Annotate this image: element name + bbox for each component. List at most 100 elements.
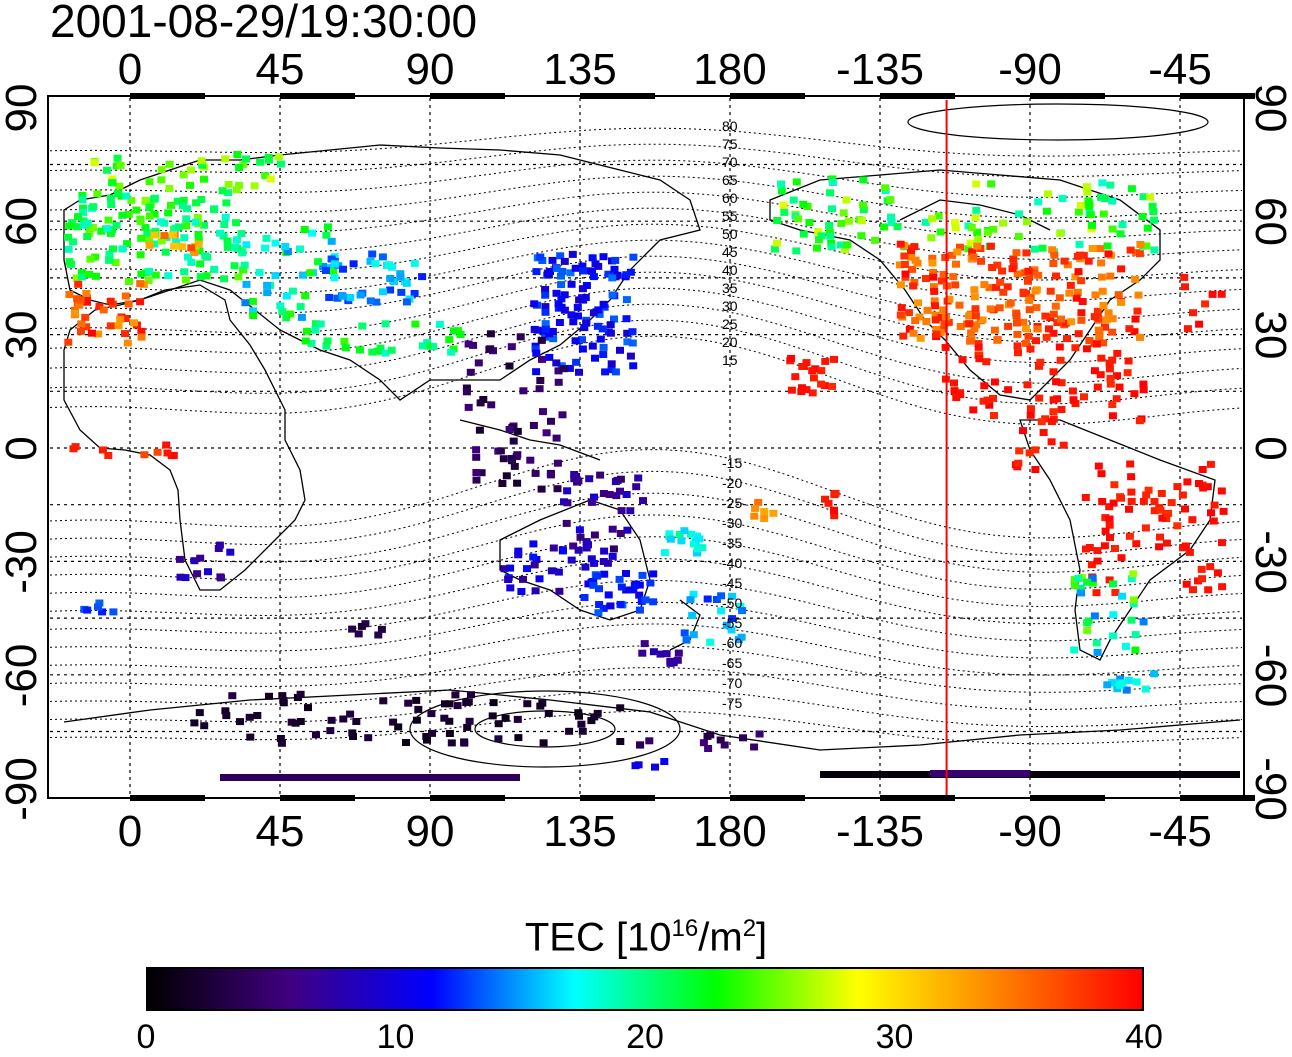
tec-cell [596,335,605,343]
tec-cell [773,239,781,247]
frame-bar [1180,93,1255,99]
tec-cell [594,262,603,270]
tec-cell [560,306,569,314]
tec-cell [418,273,427,281]
tec-cell [799,200,808,208]
contour-label: -15 [722,455,742,471]
tec-cell [500,565,509,573]
tec-cell [150,210,159,218]
tec-cell [558,547,567,555]
tec-cell [1117,494,1125,502]
tec-cell [821,357,830,365]
tec-cell [228,692,237,700]
tec-cell [220,221,229,228]
tec-cell [339,265,347,273]
contour-label: -20 [722,475,742,491]
tec-cell [983,396,992,404]
tec-cell [454,327,463,335]
tec-cell [1111,679,1120,687]
tec-cell [897,304,906,312]
tec-cell [1092,340,1101,348]
tec-cell [901,270,910,278]
tec-cell [607,360,616,368]
coastline [459,419,601,461]
tec-cell [1074,268,1083,276]
tec-cell [797,388,806,396]
tec-cell [537,485,546,493]
tec-cell [1108,401,1117,408]
tec-cell [1101,323,1109,331]
tec-cell [557,272,565,280]
tec-cell [1131,275,1140,283]
tec-cell [1037,418,1046,426]
tec-cell [896,311,905,319]
tec-cell [1077,309,1086,317]
tec-cell [1218,539,1226,547]
tec-cell [600,547,609,555]
tec-cell [975,351,984,359]
tec-cell [122,192,131,200]
tec-cell [79,204,87,212]
tec-cell [1134,291,1143,299]
contour-line [49,303,1243,384]
contour-line [49,207,1243,260]
tec-cell [559,365,568,373]
tec-cell [1026,345,1035,353]
tec-cell [615,575,624,583]
tec-cell [92,272,100,280]
tec-cell [172,238,181,246]
tec-cell [1074,330,1083,338]
tec-cell [1090,367,1099,375]
tec-cell [1013,319,1021,327]
tec-cell [1062,319,1070,327]
tec-cell [1118,592,1127,600]
tec-cell [83,233,92,240]
tec-cell [282,292,291,300]
tec-cell [364,734,373,742]
tec-cell [549,544,558,552]
tec-cell [1116,675,1125,683]
tec-cell [1141,685,1150,693]
tec-cell [1150,507,1159,515]
tec-cell [717,607,726,615]
tec-cell [1008,265,1017,273]
tec-cell [599,351,608,358]
tec-cell [1108,328,1117,336]
tec-cell [583,267,592,275]
tec-cell [106,322,115,330]
tec-cell [89,203,98,211]
coastline [63,689,1241,751]
tec-cell [235,181,244,189]
tec-cell [1014,233,1023,240]
tec-cell [594,609,603,617]
tec-cell [145,178,154,186]
tec-cell [263,289,272,297]
tec-cell [308,229,317,237]
tec-cell [106,194,115,202]
tec-cell [780,208,789,216]
tec-cell [843,241,852,249]
tec-cell [1113,349,1122,357]
tec-cell [1094,462,1103,470]
tec-cell [82,323,91,331]
tec-cell [327,716,336,724]
tec-strip [220,774,520,781]
tec-cell [472,453,481,461]
tec-cell [1070,581,1079,589]
tec-cell [64,338,73,346]
tec-cell [1100,542,1109,550]
tec-cell [612,492,621,500]
tec-cell [136,251,145,259]
tec-cell [137,234,146,242]
tec-cell [1071,273,1080,281]
tec-cell [1209,517,1218,525]
tec-cell [296,718,305,725]
tec-cell [1068,387,1077,395]
tec-cell [121,330,129,338]
tec-cell [1136,333,1144,341]
tec-cell [164,272,173,280]
tec-cell [496,447,505,455]
tec-cell [789,196,798,204]
tec-cell [640,640,649,648]
tec-cell [1109,632,1117,640]
